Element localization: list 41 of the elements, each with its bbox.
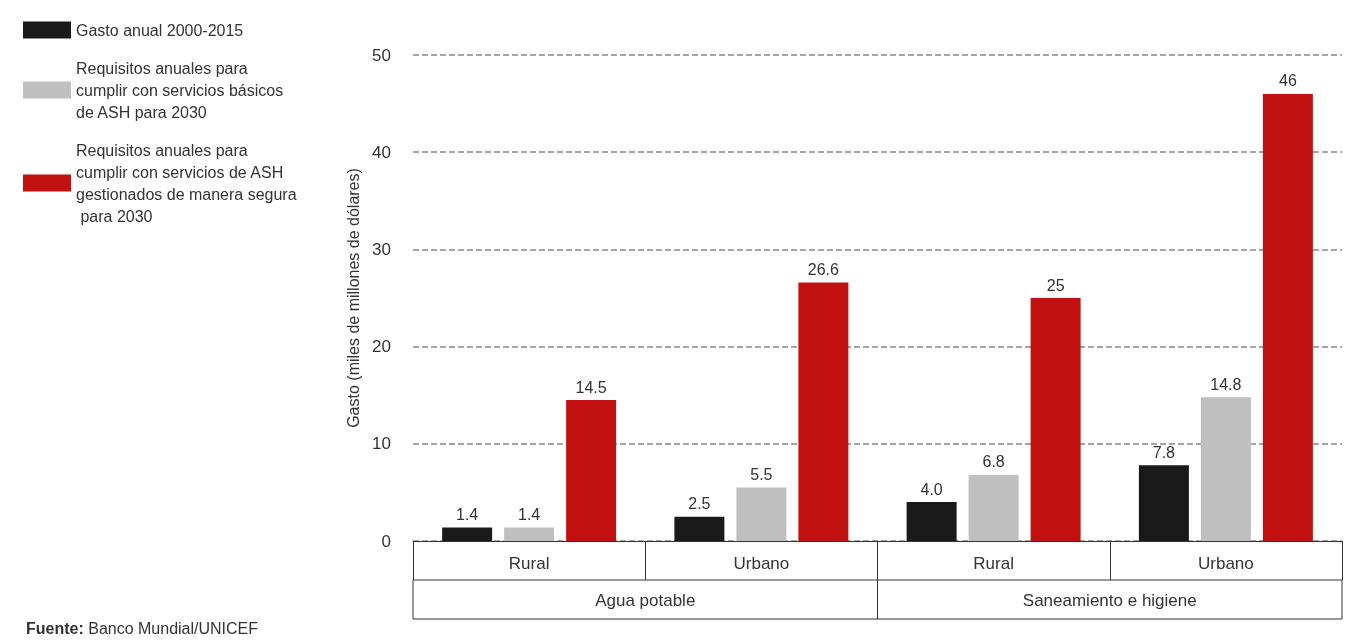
bar [1262, 93, 1313, 541]
x-tick-label: Rural [508, 554, 550, 573]
x-tick-label: Urbano [1197, 554, 1254, 573]
bar [1138, 465, 1189, 541]
data-label: 26.6 [807, 260, 840, 278]
y-tick-label: 40 [372, 142, 391, 162]
data-label: 4.0 [920, 480, 943, 498]
y-tick-label: 30 [372, 239, 391, 259]
bar [566, 400, 617, 541]
data-label: 1.4 [456, 505, 479, 523]
bar [798, 282, 849, 541]
bar [968, 474, 1019, 541]
data-label: 5.5 [750, 466, 773, 484]
bar [1200, 397, 1251, 541]
data-label: 25 [1046, 276, 1065, 294]
data-label: 2.5 [688, 495, 711, 513]
data-label: 14.8 [1210, 375, 1242, 393]
text: Saneamiento e higiene [1022, 590, 1197, 610]
data-label: 14.5 [575, 378, 607, 396]
legend-label: Requisitos anuales para cumplir con servicios de ASH gestionados de manera segura para 2030 [76, 141, 297, 225]
bar [674, 516, 725, 541]
data-label: 46 [1278, 72, 1297, 90]
bar [442, 527, 493, 541]
data-label: 1.4 [518, 505, 541, 523]
bar [736, 487, 787, 541]
data-label: 7.8 [1152, 443, 1176, 461]
x-tick-label: Urbano [733, 554, 790, 573]
source-note: Fuente: Banco Mundial/UNICEF [26, 619, 259, 637]
bar [504, 527, 555, 541]
y-tick-label: 0 [381, 531, 391, 551]
y-tick-label: 50 [372, 45, 391, 65]
bar [1030, 298, 1081, 541]
y-tick-label: 20 [372, 337, 391, 357]
legend-label: Gasto anual 2000-2015 [76, 21, 244, 39]
text: Agua potable [595, 590, 696, 610]
data-label: 6.8 [982, 453, 1005, 471]
y-axis-title: Gasto (miles de millones de dólares) [344, 168, 362, 428]
legend-label: Requisitos anuales para cumplir con servicios básicos de ASH para 2030 [76, 59, 288, 121]
y-tick-label: 10 [372, 434, 391, 454]
x-tick-label: Rural [973, 554, 1014, 573]
bar [906, 502, 957, 541]
